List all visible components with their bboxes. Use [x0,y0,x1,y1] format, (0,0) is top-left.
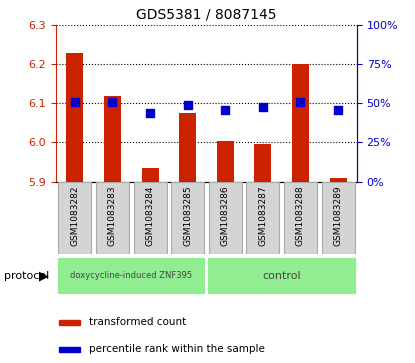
Bar [59,347,80,352]
Point [71,99,78,105]
Text: doxycycline-induced ZNF395: doxycycline-induced ZNF395 [70,272,192,280]
Title: GDS5381 / 8087145: GDS5381 / 8087145 [136,8,277,21]
Text: GSM1083285: GSM1083285 [183,185,192,246]
Text: GSM1083286: GSM1083286 [221,185,230,246]
FancyBboxPatch shape [322,182,355,254]
FancyBboxPatch shape [134,182,166,254]
Text: transformed count: transformed count [89,317,186,327]
FancyBboxPatch shape [206,256,357,295]
Text: protocol: protocol [4,271,49,281]
Text: GSM1083289: GSM1083289 [334,185,343,246]
FancyBboxPatch shape [284,182,317,254]
Bar [330,178,347,182]
Bar [142,168,159,182]
FancyBboxPatch shape [171,182,204,254]
Bar [292,64,309,182]
Text: GSM1083284: GSM1083284 [146,185,154,246]
Point [184,102,191,108]
Bar [217,140,234,182]
Point [335,107,342,113]
FancyBboxPatch shape [56,256,206,295]
FancyBboxPatch shape [58,182,91,254]
Point [222,107,229,113]
FancyBboxPatch shape [209,182,242,254]
Point [109,99,116,105]
Text: GSM1083288: GSM1083288 [296,185,305,246]
FancyBboxPatch shape [96,182,129,254]
Point [147,110,154,116]
Point [297,99,304,105]
Bar [254,144,271,182]
Text: GSM1083283: GSM1083283 [108,185,117,246]
Bar [104,95,121,182]
Bar [179,113,196,182]
FancyBboxPatch shape [247,182,279,254]
Bar [59,319,80,325]
Text: GSM1083282: GSM1083282 [70,185,79,246]
Text: GSM1083287: GSM1083287 [259,185,267,246]
Text: percentile rank within the sample: percentile rank within the sample [89,344,265,354]
Bar [66,53,83,181]
Text: control: control [262,271,301,281]
Point [259,104,266,110]
Text: ▶: ▶ [39,269,49,282]
